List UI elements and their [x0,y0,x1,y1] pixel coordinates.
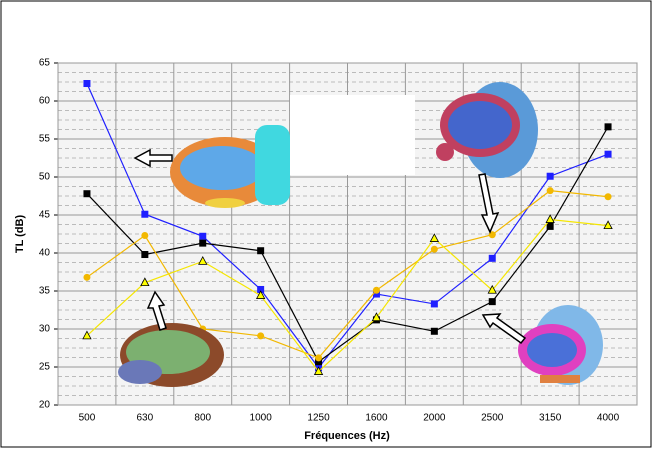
y-tick-label: 55 [39,134,51,145]
chart: TL (dB) Fréquences (Hz) 20 25 30 35 40 45 50 55… [0,0,652,448]
marker [257,332,264,339]
marker [315,354,322,361]
marker [547,173,554,180]
marker [83,274,90,281]
x-tick-label: 500 [79,413,96,424]
y-tick-label: 25 [39,362,51,373]
marker [141,211,148,218]
x-tick-label: 2000 [423,413,446,424]
marker [605,193,612,200]
marker [199,233,206,240]
x-tick-label: 800 [194,413,211,424]
page: {"chart_data": {"type": "line", "y_label… [0,0,652,453]
marker [83,80,90,87]
marker [141,232,148,239]
marker [547,223,554,230]
marker [547,187,554,194]
marker [431,300,438,307]
y-tick-label: 65 [39,58,51,69]
x-tick-label: 4000 [597,413,620,424]
y-axis-title: TL (dB) [14,215,26,254]
x-axis-title: Fréquences (Hz) [304,430,390,442]
y-tick-label: 60 [39,96,51,107]
y-tick-label: 30 [39,324,51,335]
marker [489,298,496,305]
x-tick-label: 2500 [481,413,504,424]
blank-box [290,95,415,175]
marker [431,328,438,335]
x-tick-label: 3150 [539,413,562,424]
y-tick-label: 20 [39,400,51,411]
x-tick-label: 1600 [365,413,388,424]
y-tick-label: 45 [39,210,51,221]
marker [257,247,264,254]
y-tick-label: 40 [39,248,51,259]
y-tick-label: 50 [39,172,51,183]
marker [431,246,438,253]
x-tick-label: 1000 [250,413,273,424]
x-tick-label: 1250 [307,413,330,424]
marker [141,251,148,258]
marker [83,190,90,197]
x-tick-label: 630 [137,413,154,424]
marker [373,287,380,294]
marker [605,151,612,158]
marker [489,255,496,262]
marker [199,240,206,247]
marker [605,123,612,130]
y-tick-label: 35 [39,286,51,297]
